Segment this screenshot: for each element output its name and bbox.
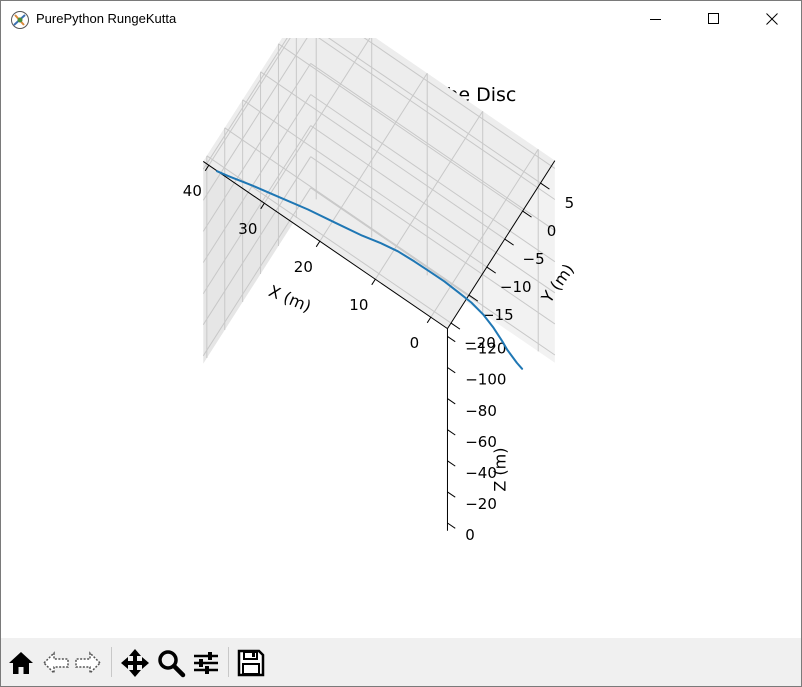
grid-line-z-back (310, 187, 556, 356)
z-tick-mark (447, 429, 456, 436)
z-tick-mark (447, 460, 456, 467)
x-tick-label: 20 (294, 258, 313, 276)
move-arrows-icon (121, 649, 149, 677)
x-axis-line (202, 161, 448, 330)
magnifier-icon (158, 650, 186, 678)
grid-line-x-floor (263, 34, 373, 204)
pan-button[interactable] (120, 648, 150, 678)
y-tick-label: −20 (464, 334, 496, 352)
title-bar[interactable]: PurePython RungeKutta (1, 1, 801, 38)
tick-marks (204, 164, 550, 529)
z-axis-label: Z (m) (491, 448, 510, 492)
y-tick-mark (486, 266, 497, 274)
z-tick-mark (447, 335, 456, 343)
app-logo-icon (11, 11, 29, 29)
plot-canvas[interactable]: Flight Path of the Disc 010203040−20−15−… (1, 1, 801, 638)
grid-line-z-back (310, 94, 556, 263)
y-tick-label: −5 (523, 250, 545, 268)
back-arrow-icon (42, 651, 69, 675)
floor-pane-xy (203, 1, 555, 329)
z-tick-label: −20 (465, 495, 497, 513)
navigation-toolbar (1, 638, 801, 686)
z-tick-mark (447, 367, 456, 374)
x-tick-mark (315, 240, 321, 248)
forward-arrow-icon (75, 651, 102, 675)
flight-path-line (216, 170, 524, 370)
x-tick-label: 30 (238, 220, 257, 238)
sliders-icon (194, 652, 218, 674)
y-axis-line (447, 160, 556, 329)
y-tick-label: −15 (482, 306, 514, 324)
grid-line-z-side (202, 94, 312, 263)
toolbar-separator (228, 647, 229, 677)
z-tick-mark (447, 522, 456, 529)
grid-line-z-back (310, 62, 556, 232)
save-button[interactable] (236, 648, 266, 678)
x-tick-label: 10 (349, 296, 368, 314)
x-tick-mark (426, 316, 432, 324)
y-tick-label: 5 (565, 194, 575, 212)
z-tick-label: −120 (465, 340, 506, 358)
floppy-disk-icon (237, 649, 265, 677)
x-axis-label: X (m) (266, 281, 314, 316)
z-tick-label: −60 (465, 433, 497, 451)
z-tick-mark (447, 491, 456, 498)
grid-line-y-floor (242, 99, 488, 268)
x-tick-mark (204, 164, 210, 172)
home-icon (9, 652, 33, 674)
maximize-icon (708, 13, 719, 24)
maximize-button[interactable] (685, 1, 743, 38)
z-tick-mark (447, 398, 456, 405)
y-tick-mark (450, 322, 461, 330)
toolbar-separator (111, 647, 112, 677)
grid-line-x-floor (430, 148, 539, 318)
configure-subplots-button[interactable] (191, 648, 221, 678)
grid-line-z-side (202, 187, 312, 357)
y-tick-mark (522, 210, 532, 218)
flight-path-3d-chart[interactable]: Flight Path of the Disc 010203040−20−15−… (1, 1, 801, 638)
grid-line-x-floor (374, 110, 484, 280)
z-tick-label: 0 (465, 526, 475, 544)
grid-line-y-floor (260, 71, 506, 240)
zoom-button[interactable] (156, 648, 186, 678)
back-button[interactable] (41, 648, 71, 678)
grid-line-z-back (310, 125, 556, 294)
forward-button[interactable] (73, 648, 103, 678)
grid-line-z-side (202, 125, 312, 294)
close-icon (766, 13, 778, 25)
x-tick-mark (371, 278, 376, 286)
x-tick-label: 0 (410, 334, 420, 352)
grid-line-z-back (310, 31, 556, 200)
home-button[interactable] (6, 648, 36, 678)
grid-line-z-side (202, 156, 312, 325)
close-button[interactable] (743, 1, 801, 38)
z-tick-label: −80 (465, 402, 497, 420)
grid-line-y-floor (296, 15, 541, 184)
z-tick-label: −40 (465, 464, 497, 482)
y-tick-label: −10 (500, 278, 532, 296)
grid-line-y-floor (224, 127, 470, 296)
z-tick-label: −100 (465, 371, 506, 389)
x-tick-mark (260, 202, 265, 210)
grid-line-y-floor (278, 43, 523, 212)
window-title: PurePython RungeKutta (36, 11, 177, 26)
grid-line-x-floor (319, 72, 428, 242)
minimize-icon (650, 19, 661, 20)
y-tick-mark (468, 294, 479, 302)
grid-line-z-back (310, 156, 556, 325)
x-tick-label: 40 (183, 182, 202, 200)
minimize-button[interactable] (627, 1, 685, 38)
tick-labels: 010203040−20−15−10−505−120−100−80−60−40−… (183, 182, 574, 544)
y-tick-mark (504, 238, 514, 246)
y-tick-mark (540, 182, 550, 190)
grid-line-z-side (202, 63, 312, 232)
grid-lines (202, 1, 556, 358)
series-group (216, 170, 524, 370)
y-tick-label: 0 (547, 222, 557, 240)
